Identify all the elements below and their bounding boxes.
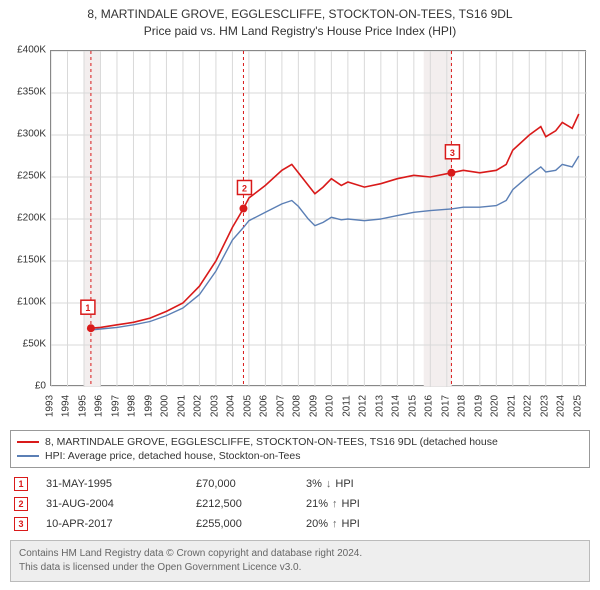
sale-point-row: 3 10-APR-2017£255,00020%↑HPI <box>10 514 590 534</box>
title-line-2: Price paid vs. HM Land Registry's House … <box>8 23 592 40</box>
x-tick-label: 2005 <box>242 394 253 416</box>
sale-price: £70,000 <box>196 478 306 490</box>
sale-price: £212,500 <box>196 498 306 510</box>
x-tick-label: 1997 <box>110 394 121 416</box>
legend-label: 8, MARTINDALE GROVE, EGGLESCLIFFE, STOCK… <box>45 436 498 448</box>
sale-points-table: 1 31-MAY-1995£70,0003%↓HPI 2 31-AUG-2004£21… <box>10 474 590 534</box>
legend-swatch <box>17 441 39 443</box>
chart-title: 8, MARTINDALE GROVE, EGGLESCLIFFE, STOCK… <box>8 6 592 40</box>
x-tick-label: 2003 <box>209 394 220 416</box>
sale-point-row: 2 31-AUG-2004£212,50021%↑HPI <box>10 494 590 514</box>
chart-area: £0 £50K £100K £150K £200K £250K £300K £350K £400… <box>8 44 592 424</box>
x-tick-label: 2000 <box>160 394 171 416</box>
footer-line-1: Contains HM Land Registry data © Crown c… <box>19 547 581 561</box>
x-tick-label: 2014 <box>391 394 402 416</box>
sale-point-marker: 1 <box>14 477 28 491</box>
y-tick-label: £350K <box>17 86 46 97</box>
sale-diff: 20%↑HPI <box>306 518 416 530</box>
sale-point-marker: 3 <box>14 517 28 531</box>
y-tick-label: £50K <box>23 338 46 349</box>
x-tick-label: 2007 <box>275 394 286 416</box>
legend-box: 8, MARTINDALE GROVE, EGGLESCLIFFE, STOCK… <box>10 430 590 468</box>
x-tick-label: 1996 <box>94 394 105 416</box>
arrow-up-icon: ↑ <box>332 498 338 510</box>
attribution-footer: Contains HM Land Registry data © Crown c… <box>10 540 590 582</box>
x-tick-label: 1995 <box>77 394 88 416</box>
x-tick-label: 2017 <box>440 394 451 416</box>
x-tick-label: 2021 <box>506 394 517 416</box>
x-tick-label: 2008 <box>292 394 303 416</box>
sale-price: £255,000 <box>196 518 306 530</box>
x-tick-label: 2012 <box>358 394 369 416</box>
x-tick-label: 2015 <box>407 394 418 416</box>
sale-diff: 21%↑HPI <box>306 498 416 510</box>
sale-diff: 3%↓HPI <box>306 478 416 490</box>
legend-item: 8, MARTINDALE GROVE, EGGLESCLIFFE, STOCK… <box>17 435 583 449</box>
sale-date: 31-MAY-1995 <box>46 478 196 490</box>
x-tick-label: 2009 <box>308 394 319 416</box>
svg-text:2: 2 <box>242 183 247 193</box>
x-axis-labels: 1993199419951996199719981999200020012002… <box>50 388 586 424</box>
plot-region: 1 2 3 <box>50 50 586 386</box>
plot-svg: 1 2 3 <box>51 51 587 387</box>
x-tick-label: 2023 <box>539 394 550 416</box>
svg-text:1: 1 <box>85 303 90 313</box>
x-tick-label: 1994 <box>61 394 72 416</box>
sale-date: 10-APR-2017 <box>46 518 196 530</box>
x-tick-label: 2010 <box>325 394 336 416</box>
y-tick-label: £250K <box>17 170 46 181</box>
y-tick-label: £100K <box>17 296 46 307</box>
x-tick-label: 2025 <box>572 394 583 416</box>
y-tick-label: £0 <box>35 380 46 391</box>
legend-item: HPI: Average price, detached house, Stoc… <box>17 449 583 463</box>
x-tick-label: 1993 <box>45 394 56 416</box>
y-tick-label: £200K <box>17 212 46 223</box>
legend-swatch <box>17 455 39 457</box>
sale-date: 31-AUG-2004 <box>46 498 196 510</box>
x-tick-label: 2004 <box>226 394 237 416</box>
arrow-down-icon: ↓ <box>326 478 332 490</box>
title-line-1: 8, MARTINDALE GROVE, EGGLESCLIFFE, STOCK… <box>8 6 592 23</box>
x-tick-label: 1998 <box>127 394 138 416</box>
sale-point-marker: 2 <box>14 497 28 511</box>
y-tick-label: £300K <box>17 128 46 139</box>
x-tick-label: 2019 <box>473 394 484 416</box>
y-axis-labels: £0£50K£100K£150K£200K£250K£300K£350K£400… <box>8 50 48 386</box>
x-tick-label: 2020 <box>490 394 501 416</box>
x-tick-label: 2013 <box>374 394 385 416</box>
arrow-up-icon: ↑ <box>332 518 338 530</box>
x-tick-label: 2022 <box>523 394 534 416</box>
x-tick-label: 2024 <box>556 394 567 416</box>
x-tick-label: 2011 <box>341 395 352 417</box>
y-tick-label: £400K <box>17 44 46 55</box>
x-tick-label: 2001 <box>176 394 187 416</box>
x-tick-label: 2016 <box>424 394 435 416</box>
x-tick-label: 2006 <box>259 394 270 416</box>
chart-container: 8, MARTINDALE GROVE, EGGLESCLIFFE, STOCK… <box>0 0 600 590</box>
x-tick-label: 1999 <box>143 394 154 416</box>
x-tick-label: 2002 <box>193 394 204 416</box>
y-tick-label: £150K <box>17 254 46 265</box>
svg-text:3: 3 <box>450 147 455 157</box>
legend-label: HPI: Average price, detached house, Stoc… <box>45 450 300 462</box>
sale-point-row: 1 31-MAY-1995£70,0003%↓HPI <box>10 474 590 494</box>
x-tick-label: 2018 <box>457 394 468 416</box>
footer-line-2: This data is licensed under the Open Gov… <box>19 561 581 575</box>
